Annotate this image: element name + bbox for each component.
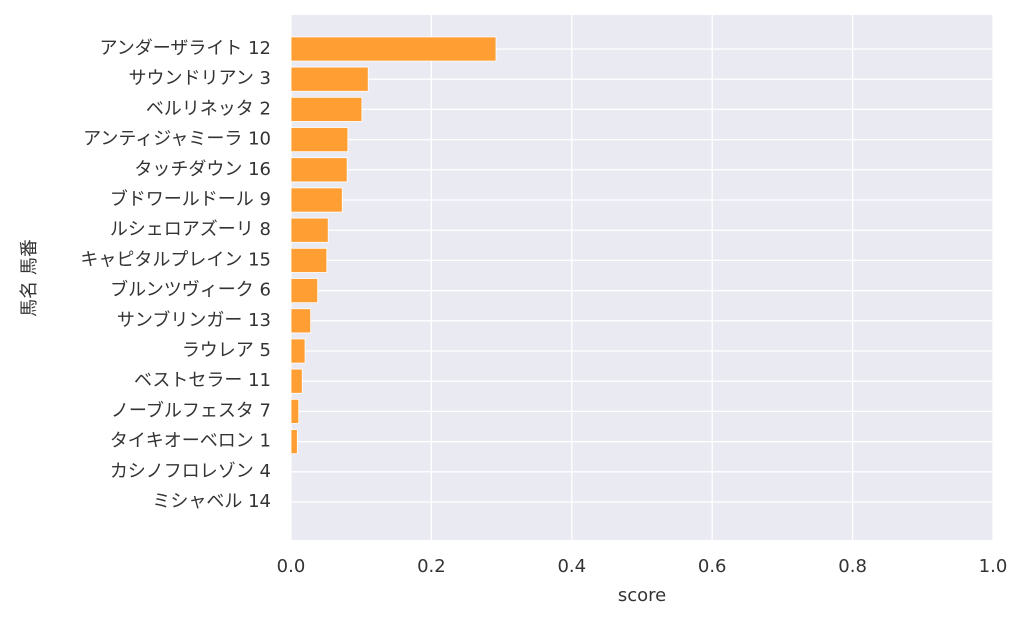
y-tick-label: サンブリンガー 13	[117, 309, 271, 331]
bar	[290, 157, 348, 183]
bar	[290, 429, 298, 455]
x-tick-label: 0.0	[277, 556, 306, 577]
bar	[290, 217, 329, 243]
x-tick-label: 1.0	[979, 556, 1008, 577]
bar	[290, 96, 363, 122]
x-tick-label: 0.6	[698, 556, 727, 577]
y-tick-label: ベルリネッタ 2	[146, 98, 271, 119]
y-tick-label: ルシェロアズーリ 8	[110, 219, 271, 240]
x-tick-label: 0.8	[838, 556, 867, 577]
y-tick-label: キャピタルプレイン 15	[80, 249, 271, 270]
bar	[290, 278, 319, 304]
x-tick-label: 0.4	[557, 556, 586, 577]
y-tick-label: タイキオーベロン 1	[110, 431, 271, 452]
y-tick-label: サウンドリアン 3	[129, 68, 271, 89]
bar	[290, 398, 300, 424]
bar	[290, 368, 303, 394]
x-axis-label: score	[618, 585, 666, 606]
y-tick-label: カシノフロレゾン 4	[110, 461, 271, 482]
plot-background	[291, 15, 993, 540]
bar	[290, 338, 306, 364]
y-tick-label: ベストセラー 11	[134, 370, 271, 391]
y-tick-label: ブドワールドール 9	[110, 188, 271, 210]
y-tick-label: ミシャベル 14	[152, 491, 271, 512]
bar	[290, 247, 328, 273]
y-tick-label: タッチダウン 16	[134, 159, 271, 180]
y-tick-label: ブルンツヴィーク 6	[110, 279, 271, 301]
bar	[290, 187, 343, 213]
bar	[290, 36, 497, 62]
y-tick-label: アンティジャミーラ 10	[83, 129, 271, 150]
y-tick-label: ノーブルフェスタ 7	[111, 399, 271, 421]
bar	[290, 308, 312, 334]
bar	[290, 66, 369, 92]
bar	[290, 127, 349, 153]
y-tick-label: ラウレア 5	[182, 340, 271, 361]
y-tick-label: アンダーザライト 12	[99, 38, 271, 59]
y-axis-label: 馬名 馬番	[19, 239, 40, 317]
x-tick-label: 0.2	[417, 556, 446, 577]
